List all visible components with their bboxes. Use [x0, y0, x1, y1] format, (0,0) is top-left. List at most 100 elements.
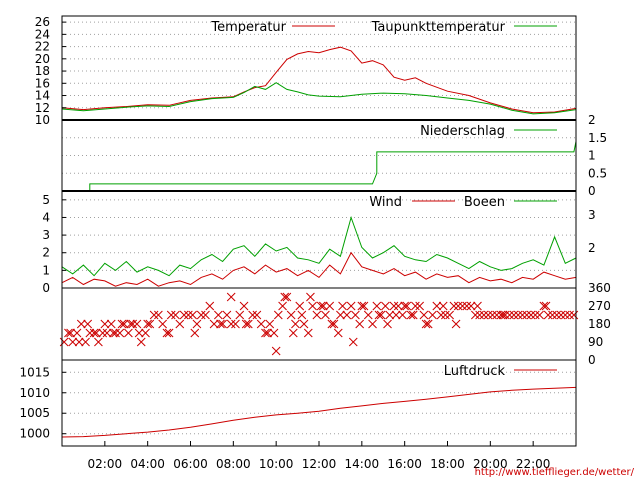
panel4-point	[342, 310, 352, 320]
panel1-ytick-label: 24	[35, 27, 50, 41]
panel4-point	[492, 310, 502, 320]
panel4-point	[548, 310, 557, 320]
panel4-point	[355, 319, 365, 329]
panel4-point	[346, 301, 356, 311]
panel4-point	[445, 310, 454, 320]
panel4-point	[500, 310, 510, 320]
panel4-point	[400, 301, 410, 311]
panel4-point	[241, 319, 251, 329]
panel4-point	[162, 328, 172, 338]
panel4-point	[201, 310, 210, 320]
panel4-point	[359, 301, 369, 311]
panel3-ytick-label: 4	[42, 210, 50, 224]
panel5-ytick-label: 1000	[19, 427, 50, 441]
panel4-point	[539, 301, 549, 311]
panel2-ytick-label: 1.5	[588, 131, 607, 145]
panel4-point	[498, 310, 508, 320]
xtick-label: 04:00	[130, 457, 165, 471]
panel4-point	[72, 328, 82, 338]
panel4-point	[389, 301, 399, 311]
panel2-ytick-label: 0	[588, 184, 596, 198]
panel4-point	[318, 301, 328, 311]
panel4-point	[552, 310, 562, 320]
panel4-point	[100, 319, 110, 329]
panel4-point	[124, 328, 133, 338]
panel4-point	[505, 310, 514, 320]
panel4-point	[509, 310, 519, 320]
panel4-point	[154, 310, 163, 320]
panel4-point	[381, 301, 390, 311]
panel4-point	[316, 301, 326, 311]
panel4-point	[333, 328, 343, 338]
panel4-point	[357, 301, 367, 311]
panel4-point	[106, 319, 116, 329]
panel2-ytick-label: 2	[588, 113, 596, 127]
panel4-point	[462, 301, 472, 311]
panel4-point	[76, 319, 86, 329]
panel5-ytick-label: 1015	[19, 365, 50, 379]
panel1-ytick-label: 26	[35, 15, 50, 29]
panel1-ytick-label: 20	[35, 52, 50, 66]
panel4-point	[419, 310, 429, 320]
panel4-point	[496, 310, 506, 320]
panel1-ytick-label: 12	[35, 101, 50, 115]
panel4-point	[327, 319, 337, 329]
panel5-ytick-label: 1005	[19, 406, 50, 420]
panel4-ytick-label: 180	[588, 317, 611, 331]
xtick-label: 02:00	[88, 457, 123, 471]
panel1-ytick-label: 10	[35, 113, 50, 127]
panel4-point	[441, 310, 450, 320]
panel4-point	[109, 328, 118, 338]
panel4-point	[297, 310, 307, 320]
panel4-point	[423, 319, 433, 329]
panel4-point	[239, 301, 249, 311]
panel2-ytick-label: 0.5	[588, 166, 607, 180]
panel4-point	[184, 310, 193, 320]
panel4-point	[59, 337, 69, 347]
panel4-point	[117, 319, 127, 329]
panel4-point	[458, 301, 467, 311]
panel4-point	[526, 310, 536, 320]
panel3-series-boeen	[61, 215, 577, 277]
panel4-point	[89, 328, 99, 338]
panel4-point	[415, 301, 425, 311]
source-url: http://www.tiefflieger.de/wetter/	[475, 467, 635, 478]
panel4-point	[475, 310, 484, 320]
xtick-label: 12:00	[302, 457, 337, 471]
panel4-point	[128, 319, 138, 329]
panel3-series-wind	[61, 251, 577, 287]
panel5-series-luftdruck	[61, 386, 577, 438]
panel4-point	[149, 310, 159, 320]
xtick-label: 10:00	[259, 457, 294, 471]
panel4-point	[111, 328, 120, 338]
panel4-point	[513, 310, 523, 320]
panel4-point	[336, 310, 345, 320]
panel4-point	[402, 301, 412, 311]
panel3-ytick-label: 2	[42, 246, 50, 260]
xtick-label: 18:00	[430, 457, 465, 471]
panel4-point	[406, 310, 416, 320]
panel4-point	[222, 310, 232, 320]
panel4-point	[470, 310, 480, 320]
panel4-point	[569, 310, 579, 320]
panel4-point	[432, 301, 442, 311]
panel4-ytick-label: 0	[588, 353, 596, 367]
panel4-point	[522, 310, 532, 320]
panel4-point	[158, 319, 168, 329]
panel4-point	[286, 310, 296, 320]
panel4-point	[263, 328, 272, 338]
panel4-point	[530, 310, 540, 320]
panel4-ytick-label: 90	[588, 335, 603, 349]
panel4-point	[179, 310, 189, 320]
panel1-series-taupunkttemperatur	[61, 82, 577, 115]
panel4-point	[556, 310, 566, 320]
panel4-point	[453, 301, 463, 311]
panel3-legend-label: Boeen	[464, 195, 505, 210]
panel1-legend-label: Taupunkttemperatur	[371, 20, 506, 35]
panel4-point	[393, 301, 403, 311]
panel4-point	[391, 310, 401, 320]
panel4-point	[141, 328, 150, 338]
panel4-point	[560, 310, 570, 320]
